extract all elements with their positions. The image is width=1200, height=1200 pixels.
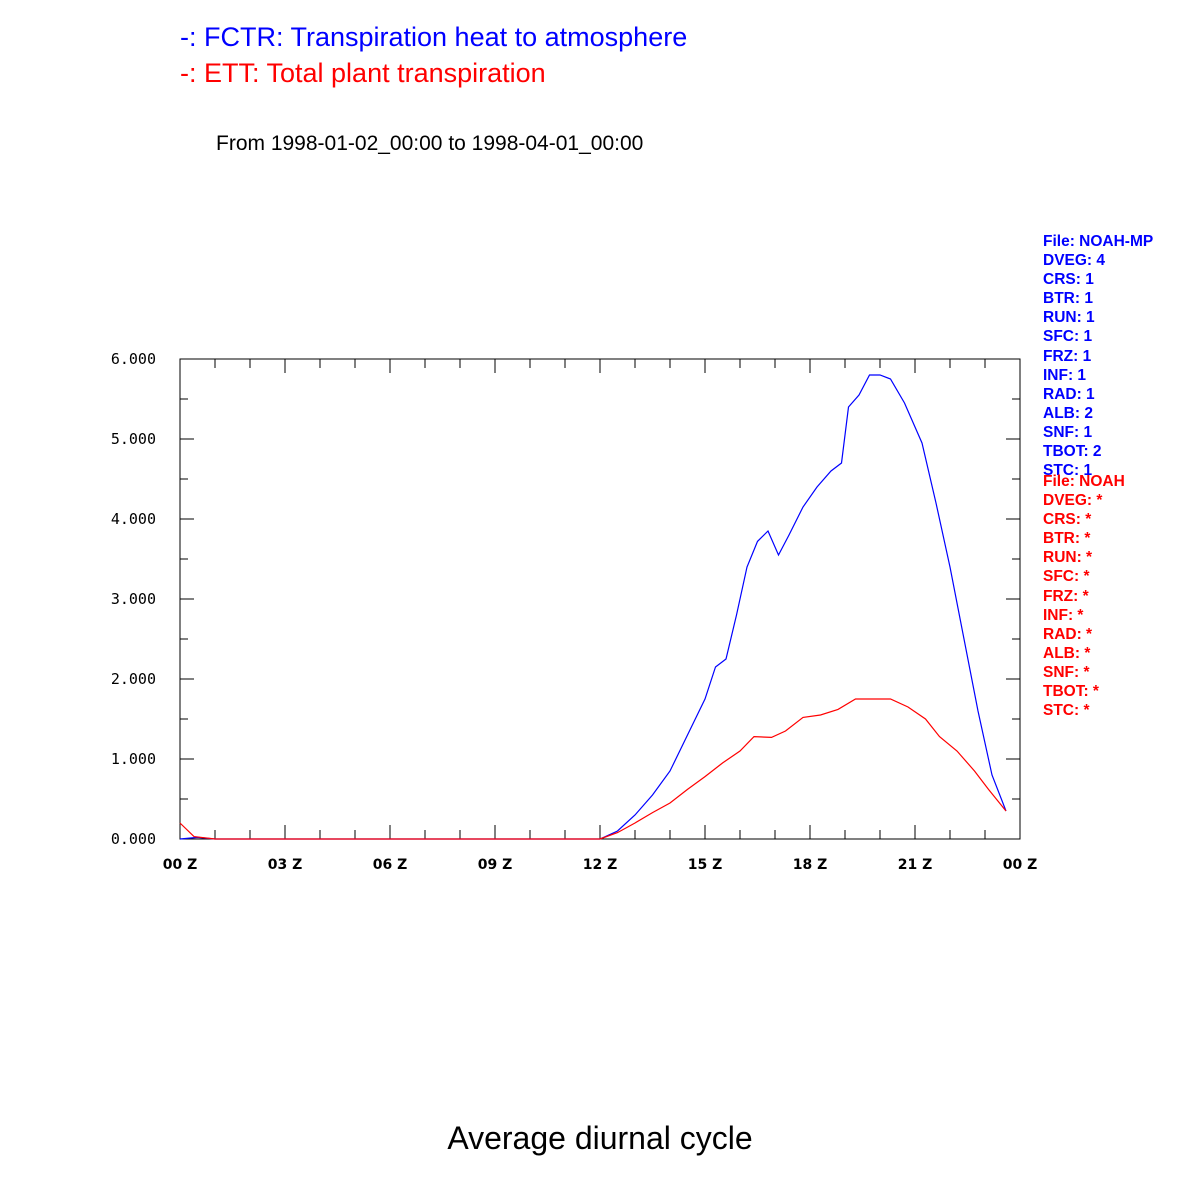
param-line: RUN: * — [1043, 549, 1093, 567]
date-range-subtitle: From 1998-01-02_00:00 to 1998-04-01_00:0… — [216, 132, 644, 155]
param-line: ALB: 2 — [1043, 404, 1093, 422]
param-line: STC: 1 — [1043, 462, 1093, 480]
y-tick-label: 5.000 — [111, 430, 156, 448]
param-line: FRZ: * — [1043, 587, 1089, 605]
x-tick-label: 00 Z — [163, 857, 198, 873]
param-line: INF: * — [1043, 606, 1084, 624]
x-tick-label: 03 Z — [268, 857, 303, 873]
param-line: SNF: * — [1043, 663, 1090, 681]
x-tick-label: 15 Z — [688, 857, 723, 873]
y-tick-label: 4.000 — [111, 510, 156, 528]
param-line: STC: * — [1043, 702, 1090, 720]
y-tick-label: 0.000 — [111, 830, 156, 848]
param-line: CRS: 1 — [1043, 271, 1094, 289]
series-lines — [179, 374, 1007, 840]
param-line: DVEG: 4 — [1043, 252, 1106, 270]
legend-ett: -: ETT: Total plant transpiration — [180, 58, 546, 88]
params-noah-mp: File: NOAH-MP DVEG: 4 CRS: 1 BTR: 1 RUN: 1 SF… — [1043, 232, 1153, 480]
x-tick-label: 18 Z — [793, 857, 828, 873]
param-line: TBOT: 2 — [1043, 443, 1102, 461]
param-line: ALB: * — [1043, 644, 1091, 662]
legend-fctr: -: FCTR: Transpiration heat to atmospher… — [180, 22, 688, 52]
y-tick-labels: 0.000 1.000 2.000 3.000 4.000 5.000 6.000 — [111, 350, 156, 848]
param-line: SFC: 1 — [1043, 328, 1093, 346]
x-tick-labels: 00 Z 03 Z 06 Z 09 Z 12 Z 15 Z 18 Z 21 Z 00 Z — [163, 857, 1038, 873]
series-line-fctr — [179, 374, 1007, 840]
param-line: INF: 1 — [1043, 366, 1087, 384]
x-tick-label: 00 Z — [1003, 857, 1038, 873]
param-line: RUN: 1 — [1043, 309, 1095, 327]
x-tick-label: 12 Z — [583, 857, 618, 873]
params-noah: File: NOAH DVEG: * CRS: * BTR: * RUN: * SFC: … — [1043, 472, 1125, 720]
param-line: RAD: 1 — [1043, 385, 1095, 403]
param-line: RAD: * — [1043, 625, 1093, 643]
y-tick-label: 1.000 — [111, 750, 156, 768]
x-tick-label: 06 Z — [373, 857, 408, 873]
plot-frame — [179, 358, 1021, 840]
x-tick-label: 21 Z — [898, 857, 933, 873]
param-line: BTR: * — [1043, 530, 1091, 548]
footer-title: Average diurnal cycle — [447, 1120, 753, 1156]
y-tick-label: 2.000 — [111, 670, 156, 688]
param-line: SNF: 1 — [1043, 423, 1093, 441]
x-tick-label: 09 Z — [478, 857, 513, 873]
param-line: CRS: * — [1043, 511, 1092, 529]
param-line: SFC: * — [1043, 568, 1090, 586]
series-line-ett — [179, 698, 1007, 840]
param-line: TBOT: * — [1043, 683, 1099, 701]
axis-ticks — [179, 358, 1021, 840]
param-line: DVEG: * — [1043, 492, 1103, 510]
param-line: FRZ: 1 — [1043, 347, 1092, 365]
y-tick-label: 3.000 — [111, 590, 156, 608]
param-line: BTR: 1 — [1043, 290, 1093, 308]
param-line: File: NOAH — [1043, 473, 1125, 490]
param-line: File: NOAH-MP — [1043, 233, 1154, 250]
y-tick-label: 6.000 — [111, 350, 156, 368]
